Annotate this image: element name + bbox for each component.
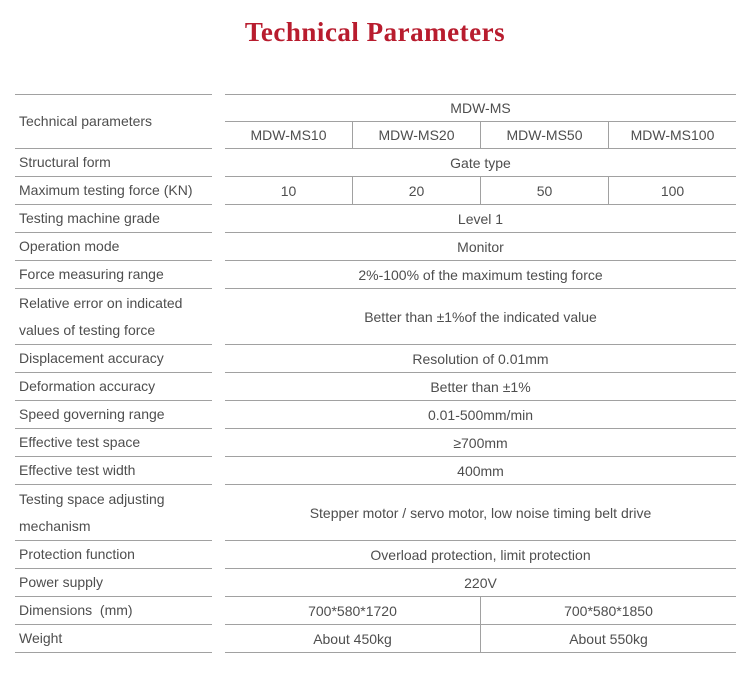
- spec-table: Technical parameters MDW-MS MDW-MS10 MDW…: [15, 94, 736, 653]
- column-gap: [212, 625, 225, 653]
- param-value: About 450kg: [313, 630, 392, 647]
- param-label: Testing machine grade: [15, 205, 212, 233]
- column-gap: [212, 457, 225, 485]
- param-values: 10 20 50 100: [225, 177, 736, 205]
- column-gap: [212, 261, 225, 289]
- param-value: About 550kg: [480, 625, 736, 652]
- param-values: 0.01-500mm/min: [225, 401, 736, 429]
- column-gap: [212, 233, 225, 261]
- param-label: Relative error on indicated values of te…: [15, 289, 212, 345]
- param-label: Maximum testing force (KN): [15, 177, 212, 205]
- table-row-power-supply: Power supply 220V: [15, 569, 736, 597]
- param-value: Better than ±1%of the indicated value: [364, 308, 597, 325]
- param-values: About 450kg About 550kg: [225, 625, 736, 653]
- param-values: Level 1: [225, 205, 736, 233]
- model-columns-row: MDW-MS10 MDW-MS20 MDW-MS50 MDW-MS100: [225, 122, 736, 149]
- param-label: Structural form: [15, 149, 212, 177]
- column-gap: [212, 94, 225, 149]
- param-value: Monitor: [457, 238, 504, 255]
- model-column-header: MDW-MS100: [608, 122, 736, 148]
- param-values: Monitor: [225, 233, 736, 261]
- column-gap: [212, 205, 225, 233]
- column-gap: [212, 429, 225, 457]
- param-value: 0.01-500mm/min: [427, 406, 534, 423]
- series-name-header: MDW-MS: [225, 95, 736, 122]
- param-value: Level 1: [457, 210, 504, 227]
- param-label: Effective test width: [15, 457, 212, 485]
- model-column-header: MDW-MS10: [250, 127, 327, 143]
- param-values: 220V: [225, 569, 736, 597]
- param-value: 50: [480, 177, 608, 204]
- param-values: Overload protection, limit protection: [225, 541, 736, 569]
- table-row-structural-form: Structural form Gate type: [15, 149, 736, 177]
- param-value: Gate type: [450, 154, 511, 171]
- column-gap: [212, 177, 225, 205]
- param-values: 400mm: [225, 457, 736, 485]
- param-label: Force measuring range: [15, 261, 212, 289]
- column-gap: [212, 289, 225, 345]
- param-values: Better than ±1%: [225, 373, 736, 401]
- param-values: ≥700mm: [225, 429, 736, 457]
- param-label: Deformation accuracy: [15, 373, 212, 401]
- page-title: Technical Parameters: [244, 17, 506, 47]
- table-row-adjusting-mechanism: Testing space adjusting mechanism Steppe…: [15, 485, 736, 541]
- table-row-dimensions: Dimensions (mm) 700*580*1720 700*580*185…: [15, 597, 736, 625]
- table-row-machine-grade: Testing machine grade Level 1: [15, 205, 736, 233]
- param-values: Resolution of 0.01mm: [225, 345, 736, 373]
- param-value: Overload protection, limit protection: [370, 546, 591, 563]
- param-values: Better than ±1%of the indicated value: [225, 289, 736, 345]
- column-gap: [212, 569, 225, 597]
- param-value: 2%-100% of the maximum testing force: [358, 266, 603, 283]
- table-row-relative-error: Relative error on indicated values of te…: [15, 289, 736, 345]
- header-left-label: Technical parameters: [15, 94, 212, 149]
- param-values: Stepper motor / servo motor, low noise t…: [225, 485, 736, 541]
- column-gap: [212, 485, 225, 541]
- column-gap: [212, 401, 225, 429]
- table-row-protection-function: Protection function Overload protection,…: [15, 541, 736, 569]
- param-value: 100: [608, 177, 736, 204]
- param-values: Gate type: [225, 149, 736, 177]
- table-row-force-measuring-range: Force measuring range 2%-100% of the max…: [15, 261, 736, 289]
- table-row-deformation-accuracy: Deformation accuracy Better than ±1%: [15, 373, 736, 401]
- header-right-section: MDW-MS MDW-MS10 MDW-MS20 MDW-MS50 MDW-MS…: [225, 94, 736, 149]
- table-row-speed-governing-range: Speed governing range 0.01-500mm/min: [15, 401, 736, 429]
- param-values: 2%-100% of the maximum testing force: [225, 261, 736, 289]
- param-label: Operation mode: [15, 233, 212, 261]
- model-column-header: MDW-MS20: [352, 122, 480, 148]
- param-label: Testing space adjusting mechanism: [15, 485, 212, 541]
- model-column-header: MDW-MS50: [480, 122, 608, 148]
- param-label: Power supply: [15, 569, 212, 597]
- column-gap: [212, 541, 225, 569]
- param-value: ≥700mm: [453, 434, 508, 451]
- table-row-displacement-accuracy: Displacement accuracy Resolution of 0.01…: [15, 345, 736, 373]
- table-header-row: Technical parameters MDW-MS MDW-MS10 MDW…: [15, 94, 736, 149]
- param-label: Displacement accuracy: [15, 345, 212, 373]
- param-value: 400mm: [457, 462, 504, 479]
- table-row-weight: Weight About 450kg About 550kg: [15, 625, 736, 653]
- param-value: 20: [352, 177, 480, 204]
- param-value: Better than ±1%: [430, 378, 531, 395]
- param-value: Stepper motor / servo motor, low noise t…: [309, 504, 652, 521]
- param-values: 700*580*1720 700*580*1850: [225, 597, 736, 625]
- column-gap: [212, 597, 225, 625]
- param-value: 10: [280, 182, 297, 199]
- param-value: Resolution of 0.01mm: [412, 350, 549, 367]
- table-row-effective-test-width: Effective test width 400mm: [15, 457, 736, 485]
- param-label: Effective test space: [15, 429, 212, 457]
- table-row-effective-test-space: Effective test space ≥700mm: [15, 429, 736, 457]
- param-label: Protection function: [15, 541, 212, 569]
- table-row-max-testing-force: Maximum testing force (KN) 10 20 50 100: [15, 177, 736, 205]
- param-value: 700*580*1850: [480, 597, 736, 624]
- table-row-operation-mode: Operation mode Monitor: [15, 233, 736, 261]
- column-gap: [212, 373, 225, 401]
- param-label: Dimensions (mm): [15, 597, 212, 625]
- param-label: Speed governing range: [15, 401, 212, 429]
- param-value: 700*580*1720: [308, 602, 397, 619]
- param-value: 220V: [464, 574, 497, 591]
- param-label: Weight: [15, 625, 212, 653]
- column-gap: [212, 345, 225, 373]
- column-gap: [212, 149, 225, 177]
